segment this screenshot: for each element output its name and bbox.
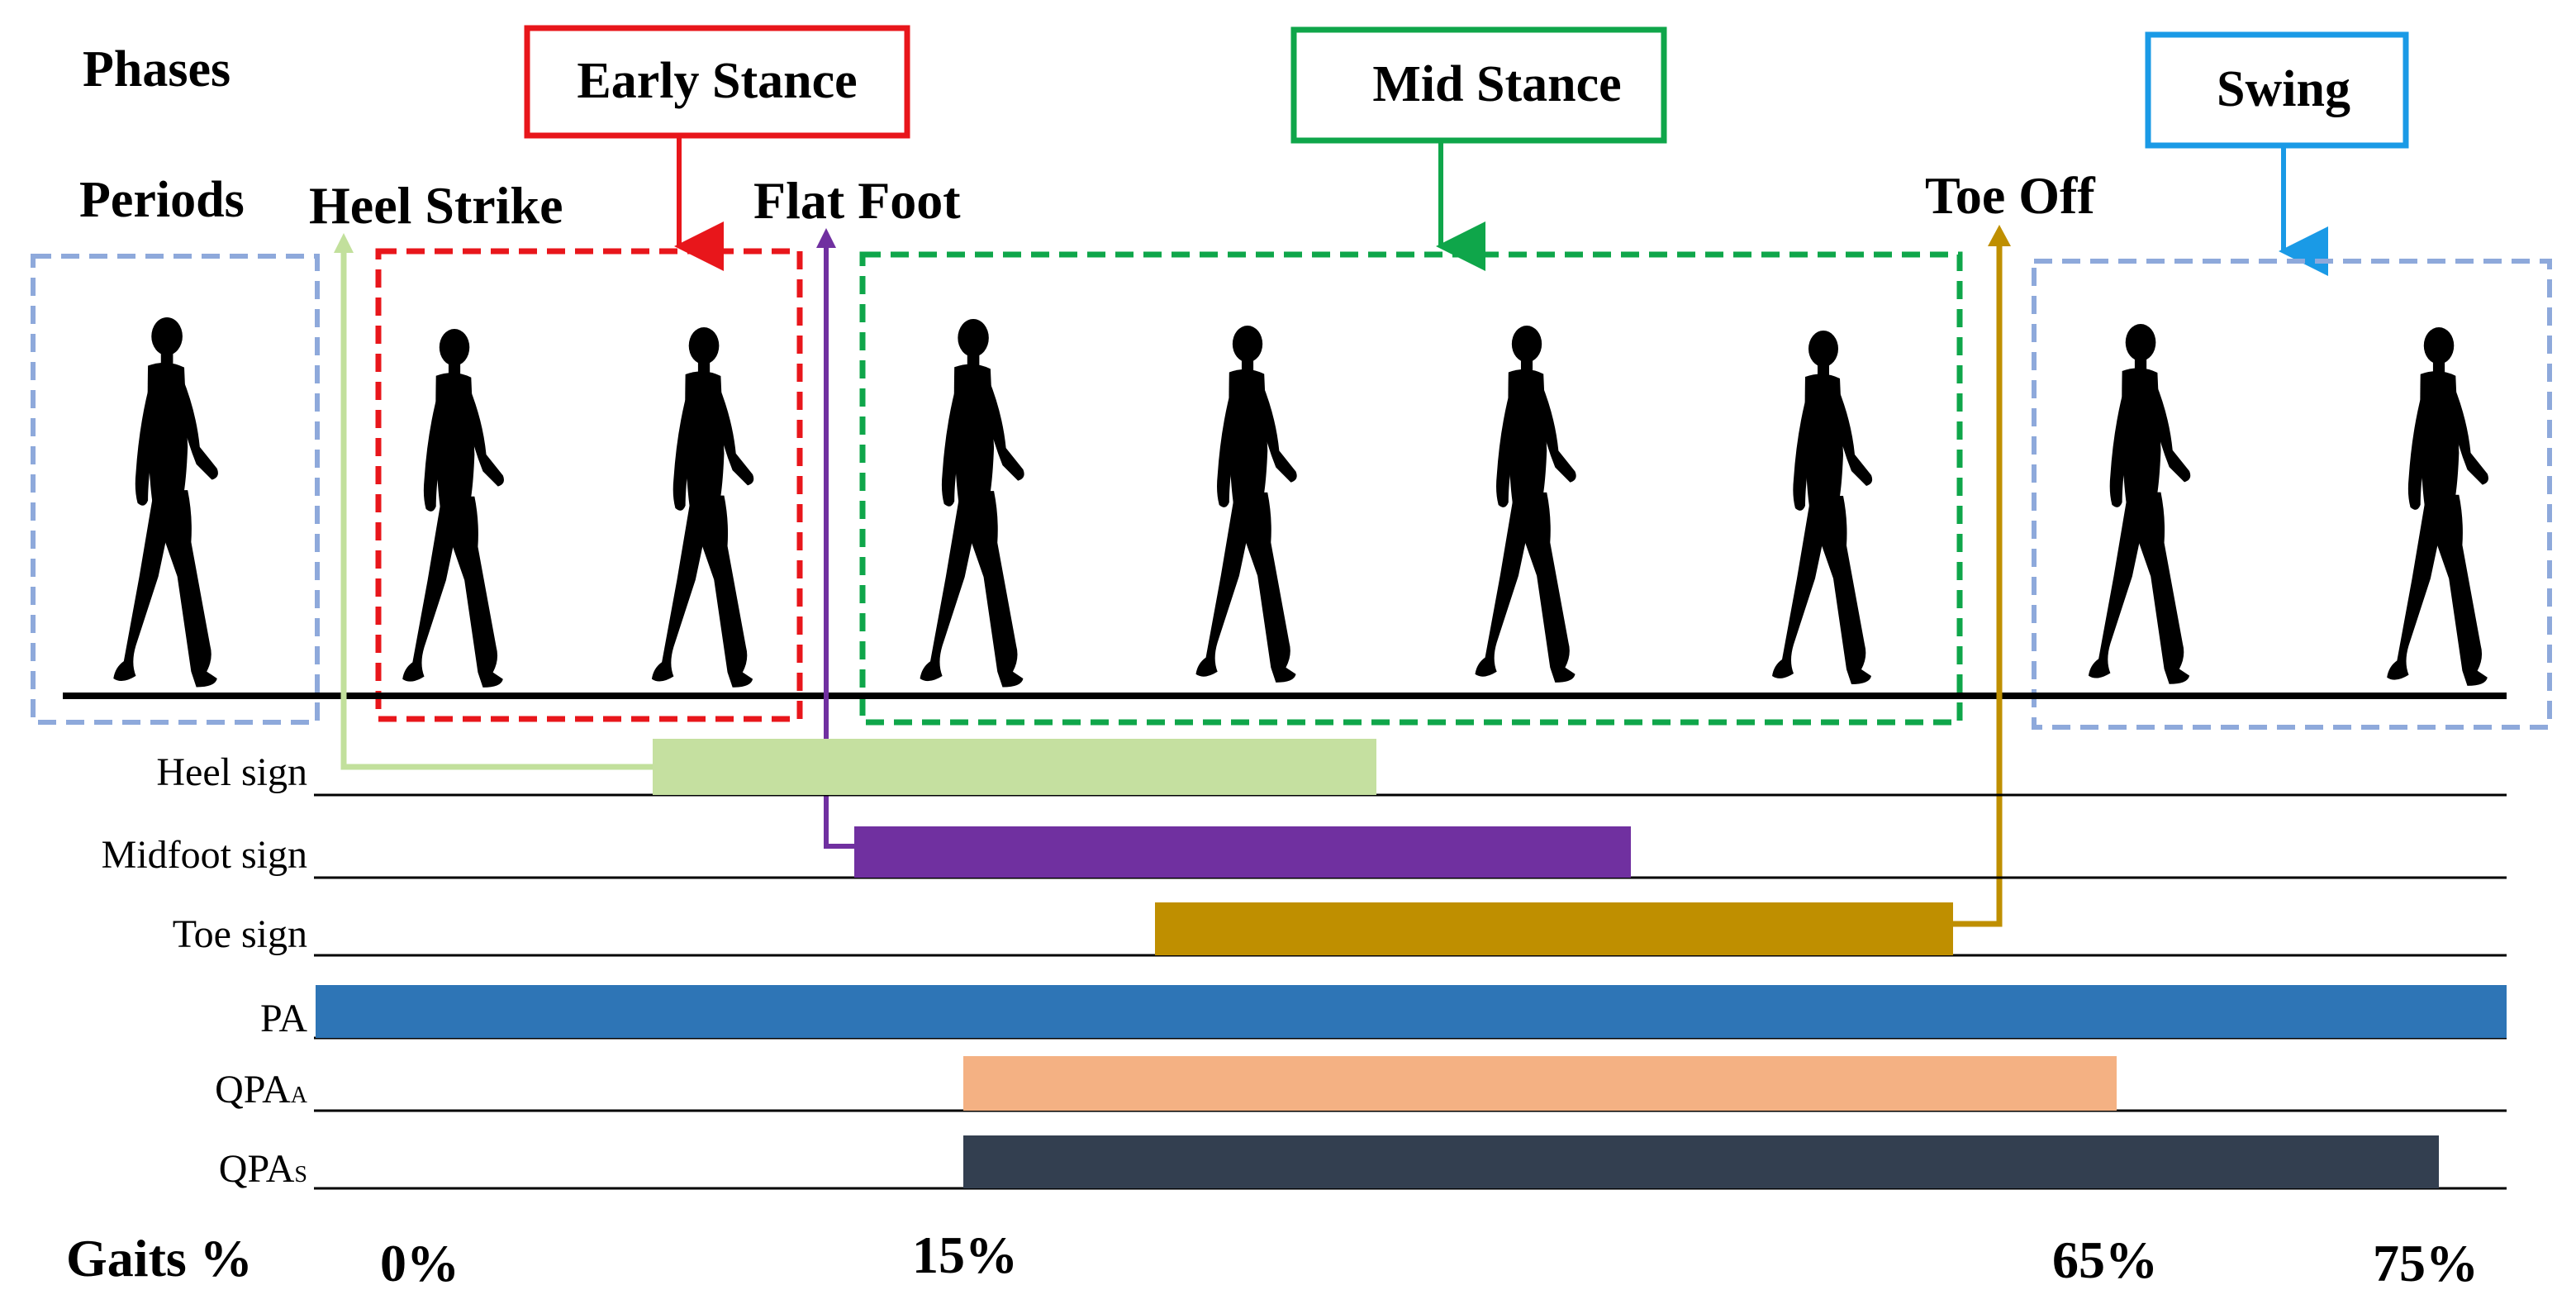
period-label-heel-strike: Heel Strike [309, 176, 563, 235]
gaits-heading: Gaits % [66, 1229, 253, 1288]
signal-label-toe-sign: Toe sign [173, 912, 307, 956]
signal-rows: Heel sign Midfoot sign Toe sign PA QPAA … [102, 739, 2507, 1191]
phase-label-early-stance: Early Stance [577, 53, 857, 109]
signal-label-pa: PA [260, 997, 307, 1040]
phase-label-mid-stance: Mid Stance [1372, 56, 1621, 112]
phase-box-early-stance [524, 25, 910, 139]
group-box-pre-stance [31, 254, 320, 725]
periods-heading: Periods [79, 172, 245, 228]
phase-early-stance: Early Stance [524, 25, 910, 271]
group-box-mid-stance [859, 251, 1963, 726]
gait-tick-label: 75% [2373, 1234, 2479, 1292]
flat-foot-arrowhead [816, 228, 836, 248]
bar-toe-sign [1155, 902, 1953, 955]
bar-midfoot-sign [854, 826, 1631, 878]
walker-figure [113, 317, 218, 688]
toe-off-connector [1951, 233, 2003, 927]
heel-strike-connector [340, 240, 653, 770]
phase-mid-stance: Mid Stance [1290, 26, 1667, 271]
walker-figure [1772, 331, 1873, 684]
gait-tick-label: 15% [912, 1226, 1018, 1284]
phases-heading: Phases [83, 41, 231, 98]
phase-swing: Swing [2145, 31, 2409, 276]
flat-foot-connector [824, 235, 856, 849]
gait-tick-label: 0% [380, 1234, 459, 1292]
walker-figure [402, 329, 504, 688]
bar-qpa-s [963, 1135, 2439, 1188]
toe-off-arrowhead [1988, 225, 2011, 246]
signal-label-midfoot-sign: Midfoot sign [102, 833, 307, 877]
walker-figure [1195, 326, 1297, 683]
phase-box-mid-stance [1290, 26, 1667, 144]
phase-label-swing: Swing [2217, 61, 2350, 117]
walker-figure [920, 319, 1024, 688]
period-label-toe-off: Toe Off [1925, 166, 2095, 225]
signal-label-heel-sign: Heel sign [156, 750, 307, 794]
bar-qpa-a [963, 1056, 2117, 1111]
group-box-early-stance [375, 248, 803, 722]
walker-figure [1475, 326, 1576, 683]
signal-label-qpa-s: QPAS [219, 1147, 307, 1191]
bar-heel-sign [653, 739, 1376, 795]
period-label-flat-foot: Flat Foot [753, 171, 961, 230]
walker-figure [651, 327, 754, 688]
walker-figure [2088, 324, 2191, 684]
heel-strike-arrowhead [334, 233, 354, 253]
bar-pa [316, 985, 2507, 1038]
signal-label-qpa-a: QPAA [215, 1068, 308, 1111]
phase-box-swing [2145, 31, 2409, 149]
group-box-swing [2032, 259, 2552, 730]
walker-figure [2387, 327, 2488, 686]
gait-ticks: 0% 15% 65% 75% [380, 1226, 2479, 1292]
walker-figures [113, 317, 2488, 688]
gait-tick-label: 65% [2052, 1230, 2158, 1289]
